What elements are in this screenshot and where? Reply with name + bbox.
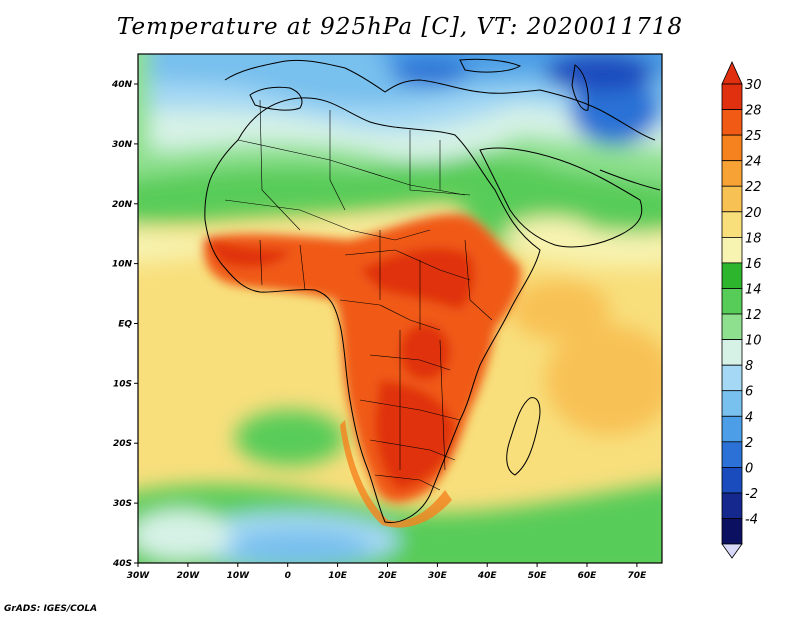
colorbar-label: 12 bbox=[745, 308, 762, 323]
colorbar-label: 0 bbox=[745, 461, 753, 476]
colorbar-swatch bbox=[721, 83, 743, 111]
map-title: Temperature at 925hPa [C], VT: 202001171… bbox=[116, 14, 684, 40]
colorbar-label: 4 bbox=[745, 410, 753, 425]
colorbar-swatch bbox=[721, 109, 743, 136]
plot-frame bbox=[137, 53, 663, 564]
colorbar-label: 20 bbox=[745, 206, 762, 221]
colorbar-label: 14 bbox=[745, 283, 762, 298]
colorbar-label: 16 bbox=[745, 257, 762, 272]
colorbar-swatch bbox=[721, 236, 743, 264]
x-tick-label: 10W bbox=[227, 571, 251, 581]
y-tick-label: 20N bbox=[112, 200, 133, 210]
x-tick-label: 20W bbox=[177, 571, 201, 581]
x-tick-label: 50E bbox=[528, 571, 548, 581]
x-tick-label: 30E bbox=[428, 571, 448, 581]
y-tick-label: 30S bbox=[113, 499, 132, 509]
colorbar-swatch bbox=[721, 492, 743, 520]
y-tick-label: 40N bbox=[111, 80, 133, 90]
x-tick-label: 40E bbox=[477, 571, 498, 581]
colorbar-bottom-arrow bbox=[721, 543, 743, 559]
country-borders bbox=[224, 99, 493, 491]
x-tick-label: 70E bbox=[628, 571, 648, 581]
colorbar-label: 22 bbox=[745, 180, 762, 195]
colorbar-label: 2 bbox=[745, 436, 753, 451]
x-axis bbox=[137, 563, 638, 567]
colorbar-label: -4 bbox=[745, 513, 758, 528]
colorbar bbox=[721, 61, 743, 559]
colorbar-swatch bbox=[721, 288, 743, 315]
y-axis bbox=[134, 83, 138, 564]
colorbar-label: 24 bbox=[745, 155, 762, 170]
colorbar-swatch bbox=[721, 160, 743, 187]
colorbar-swatch bbox=[721, 390, 743, 417]
colorbar-label: 18 bbox=[745, 231, 762, 246]
colorbar-label: 30 bbox=[745, 78, 762, 93]
x-tick-label: 0 bbox=[285, 571, 291, 581]
y-tick-label: 20S bbox=[113, 439, 132, 449]
x-tick-label: 60E bbox=[578, 571, 598, 581]
colorbar-swatch bbox=[721, 211, 743, 238]
colorbar-swatch bbox=[721, 364, 743, 392]
y-tick-label: 10S bbox=[113, 379, 132, 389]
colorbar-top-arrow bbox=[721, 61, 743, 85]
colorbar-label: 8 bbox=[745, 359, 753, 374]
colorbar-label: 10 bbox=[745, 334, 762, 349]
colorbar-swatch bbox=[721, 134, 743, 162]
colorbar-swatch bbox=[721, 415, 743, 443]
colorbar-labels: 30 28 25 24 22 20 18 16 14 12 10 8 6 4 2… bbox=[745, 78, 762, 528]
x-tick-label: 10E bbox=[328, 571, 348, 581]
y-tick-label: 30N bbox=[112, 140, 133, 150]
colorbar-label: 28 bbox=[745, 104, 762, 119]
colorbar-label: 25 bbox=[745, 129, 762, 144]
x-tick-label: 20E bbox=[378, 571, 398, 581]
colorbar-swatch bbox=[721, 185, 743, 213]
y-tick-label: 10N bbox=[112, 260, 133, 270]
colorbar-swatch bbox=[721, 518, 743, 545]
credit-text: GrADS: IGES/COLA bbox=[4, 604, 98, 614]
colorbar-label: -2 bbox=[745, 487, 758, 502]
y-tick-label: EQ bbox=[118, 320, 132, 330]
colorbar-swatch bbox=[721, 339, 743, 366]
colorbar-swatch bbox=[721, 466, 743, 494]
colorbar-swatch bbox=[721, 262, 743, 289]
temperature-field bbox=[138, 54, 662, 563]
colorbar-swatch bbox=[721, 313, 743, 341]
y-tick-label: 40S bbox=[112, 559, 132, 569]
x-tick-label: 30W bbox=[127, 571, 151, 581]
coastlines bbox=[204, 58, 661, 524]
colorbar-swatch bbox=[721, 441, 743, 468]
colorbar-label: 6 bbox=[745, 385, 753, 400]
